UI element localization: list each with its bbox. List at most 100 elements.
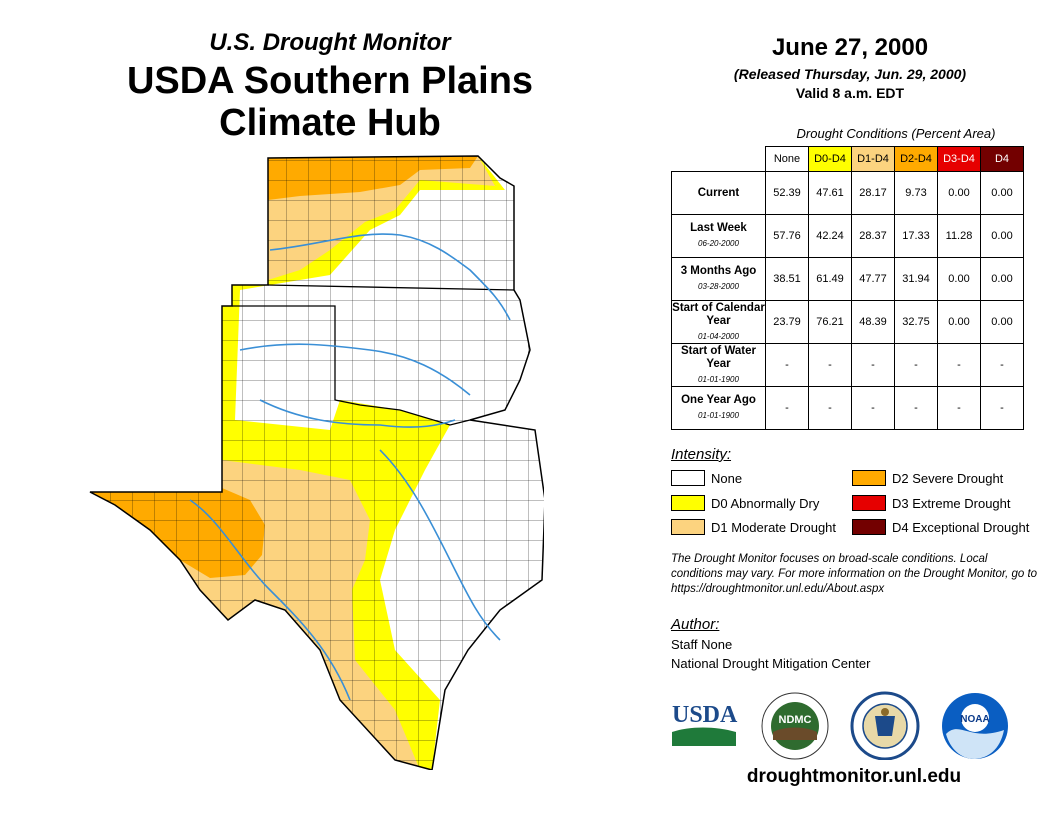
table-cell: 38.51 [765, 257, 809, 301]
table-row: Last Week 06-20-2000 57.76 42.24 28.37 17.33 1… [671, 214, 1024, 258]
row-label-cell: Start of Water Year 01-01-1900 [671, 343, 766, 387]
drought-map [89, 155, 544, 770]
legend-item: D0 Abnormally Dry [671, 495, 819, 511]
rivers [189, 233, 511, 701]
table-cell: 9.73 [894, 171, 938, 215]
table-row: Start of Water Year 01-01-1900- - - - - - [671, 343, 1024, 387]
ndmc-logo-text: NDMC [779, 714, 812, 726]
legend-label: D2 Severe Drought [892, 470, 1004, 486]
table-cell: - [765, 386, 809, 430]
partner-logos: USDA NDMC NOAA [672, 691, 1008, 760]
table-cell: 17.33 [894, 214, 938, 258]
legend-label: None [711, 470, 743, 486]
legend-label: D1 Moderate Drought [711, 519, 837, 535]
table-cell: 57.76 [765, 214, 809, 258]
legend-swatch [852, 519, 886, 535]
map-date: June 27, 2000 [771, 34, 929, 61]
column-header: D3-D4 [937, 146, 981, 172]
author-label: Author: [671, 616, 720, 633]
row-label: Last Week [690, 222, 747, 234]
legend-label: D3 Extreme Drought [892, 495, 1011, 511]
author-name: Staff None [671, 637, 733, 652]
release-date: (Released Thursday, Jun. 29, 2000) [733, 66, 967, 82]
legend-item: D3 Extreme Drought [852, 495, 1011, 511]
legend-title: Intensity: [671, 446, 732, 463]
legend-label: D4 Exceptional Drought [892, 519, 1030, 535]
row-label-cell: Current [671, 171, 766, 215]
legend-item: D4 Exceptional Drought [852, 519, 1029, 535]
column-header: D1-D4 [851, 146, 895, 172]
table-cell: 42.24 [808, 214, 852, 258]
website-url[interactable]: droughtmonitor.unl.edu [746, 766, 962, 787]
table-cell: 48.39 [851, 300, 895, 344]
row-label: One Year Ago [681, 394, 756, 406]
row-date: 01-04-2000 [698, 331, 739, 341]
table-cell: - [937, 386, 981, 430]
table-cell: 52.39 [765, 171, 809, 215]
river-red [259, 399, 456, 428]
table-cell: 28.37 [851, 214, 895, 258]
kansas-oklahoma-border [267, 284, 515, 291]
disclaimer-note: The Drought Monitor focuses on broad-sca… [671, 553, 1038, 595]
commerce-seal-logo [850, 691, 920, 760]
table-row: One Year Ago 01-01-1900- - - - - - [671, 386, 1024, 430]
column-header: D4 [980, 146, 1024, 172]
legend-item: None [671, 470, 742, 486]
row-date: 01-01-1900 [698, 411, 739, 420]
region-outline [89, 155, 544, 770]
legend-swatch [852, 495, 886, 511]
column-header: D0-D4 [808, 146, 852, 172]
valid-time: Valid 8 a.m. EDT [795, 85, 905, 101]
table-cell: 0.00 [980, 300, 1024, 344]
table-cell: 0.00 [937, 300, 981, 344]
table-cell: - [980, 386, 1024, 430]
table-caption: Drought Conditions (Percent Area) [796, 126, 996, 141]
title-block: U.S. Drought Monitor USDA Southern Plain… [80, 28, 580, 144]
table-cell: 11.28 [937, 214, 981, 258]
map-subtitle: U.S. Drought Monitor [209, 29, 451, 56]
ndmc-logo: NDMC [761, 692, 829, 760]
map-title-line2: Climate Hub [219, 102, 441, 144]
legend-swatch [852, 470, 886, 486]
table-cell: 23.79 [765, 300, 809, 344]
date-block: June 27, 2000 (Released Thursday, Jun. 2… [680, 34, 1020, 101]
table-cell: - [894, 343, 938, 387]
table-cell: - [851, 386, 895, 430]
table-cell: - [980, 343, 1024, 387]
row-label-cell: Last Week 06-20-2000 [671, 214, 766, 258]
column-header: None [765, 146, 809, 172]
table-cell: 0.00 [937, 257, 981, 301]
table-row: Start of Calendar Year 01-04-2000 23.79 76.… [671, 300, 1024, 344]
usda-logo-text: USDA [672, 702, 738, 728]
table-cell: - [937, 343, 981, 387]
legend-label: D0 Abnormally Dry [711, 495, 820, 511]
row-label: Start of Calendar Year [672, 301, 765, 327]
row-date: 01-01-1900 [698, 374, 739, 384]
table-cell: - [808, 343, 852, 387]
table-cell: 47.77 [851, 257, 895, 301]
row-date: 03-28-2000 [698, 282, 739, 291]
row-label-cell: Start of Calendar Year 01-04-2000 [671, 300, 766, 344]
table-cell: 32.75 [894, 300, 938, 344]
legend-item: D1 Moderate Drought [671, 519, 836, 535]
table-cell: - [765, 343, 809, 387]
map-title-line1: USDA Southern Plains [126, 60, 534, 102]
author-org: National Drought Mitigation Center [671, 656, 871, 671]
drought-stats-table: None D0-D4 D1-D4 D2-D4 D3-D4 D4 Current 52.39 47… [671, 146, 1024, 430]
table-header-row: None D0-D4 D1-D4 D2-D4 D3-D4 D4 [672, 146, 1024, 172]
legend-swatch [671, 519, 705, 535]
river-arkansas [269, 233, 511, 321]
table-cell: 47.61 [808, 171, 852, 215]
table-corner [672, 147, 766, 172]
table-cell: - [894, 386, 938, 430]
table-cell: 0.00 [937, 171, 981, 215]
table-cell: 0.00 [980, 214, 1024, 258]
usda-logo-field [672, 727, 736, 746]
table-cell: 31.94 [894, 257, 938, 301]
map-title: USDA Southern Plains Climate Hub [80, 60, 580, 144]
noaa-logo-text: NOAA [960, 714, 989, 725]
table-cell: - [808, 386, 852, 430]
table-cell: - [851, 343, 895, 387]
river-canadian [239, 343, 471, 396]
table-row: 3 Months Ago 03-28-2000 38.51 61.49 47.77 31.… [671, 257, 1024, 301]
